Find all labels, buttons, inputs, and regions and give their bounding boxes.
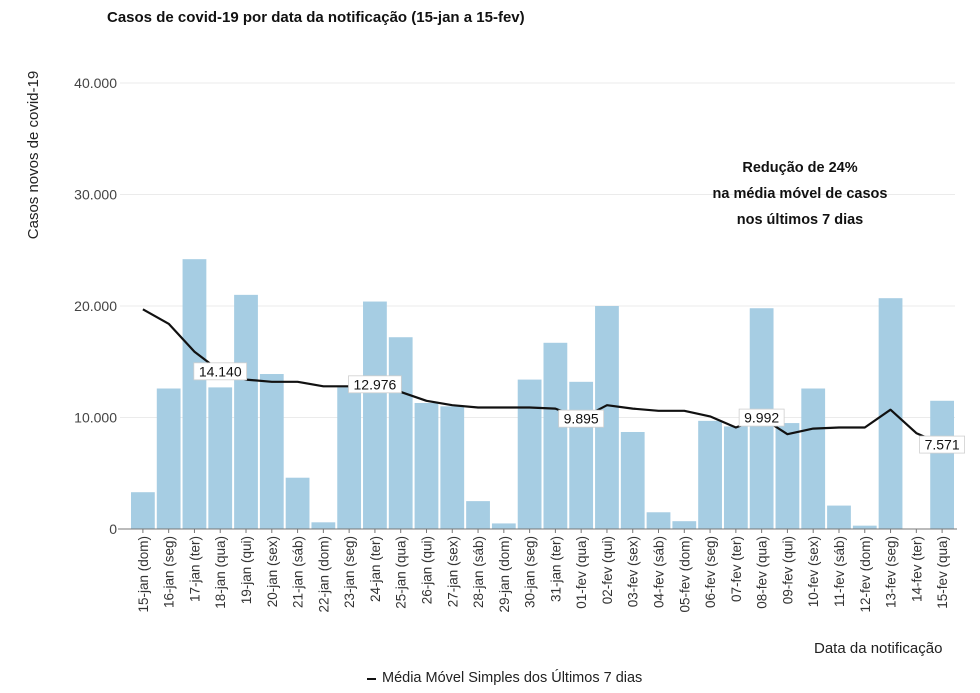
- bar: [775, 423, 800, 529]
- data-label: 9.992: [744, 410, 779, 426]
- x-tick-label: 20-jan (sex): [265, 536, 280, 607]
- bar: [234, 294, 258, 529]
- x-tick-label: 01-fev (qua): [574, 536, 589, 609]
- bar: [698, 420, 722, 529]
- data-label-box: [348, 375, 402, 394]
- x-tick-label: 29-jan (dom): [497, 536, 512, 613]
- bar: [930, 400, 954, 529]
- annotation-line-3: nos últimos 7 dias: [736, 212, 864, 228]
- moving-average-line: [142, 308, 943, 446]
- annotation-note: Redução de 24% na média móvel de casos n…: [680, 155, 920, 233]
- legend: Média Móvel Simples dos Últimos 7 dias: [367, 670, 642, 686]
- x-tick-label: 06-fev (seg): [703, 536, 718, 608]
- bar: [517, 379, 542, 529]
- x-tick-label: 31-jan (ter): [548, 536, 563, 602]
- annotation-line-2: na média móvel de casos: [712, 186, 888, 202]
- bars-layer: [131, 259, 954, 529]
- data-labels-layer: 14.140 12.976 9.895 9.992 7.571: [193, 362, 966, 454]
- x-tick-label: 11-fev (sáb): [832, 536, 847, 607]
- bar: [646, 512, 671, 529]
- annotation-line-1: Redução de 24%: [742, 160, 858, 176]
- bar: [878, 298, 903, 529]
- x-axis-label: Data da notificação: [814, 640, 943, 657]
- x-tick-label: 21-jan (sáb): [291, 536, 306, 608]
- bar: [569, 381, 594, 529]
- bar: [337, 387, 362, 529]
- x-tick-label: 05-fev (dom): [677, 536, 692, 613]
- bar: [311, 522, 336, 529]
- bar: [827, 505, 851, 529]
- x-tick-label: 22-jan (dom): [316, 536, 331, 613]
- bar: [801, 388, 826, 529]
- y-tick-label: 0: [109, 521, 117, 537]
- x-tick-label: 07-fev (ter): [729, 536, 744, 602]
- data-label-box: [919, 435, 966, 454]
- chart-title: Casos de covid-19 por data da notificaçã…: [107, 9, 525, 26]
- data-label-box: [738, 408, 785, 427]
- x-tick-label: 25-jan (qua): [394, 536, 409, 609]
- y-tick-label: 30.000: [74, 187, 117, 203]
- x-tick-label: 09-fev (qui): [780, 536, 795, 604]
- bar: [440, 406, 465, 529]
- bar: [285, 477, 310, 529]
- bar: [543, 342, 568, 529]
- bar: [466, 501, 490, 529]
- x-tick-label: 28-jan (sáb): [471, 536, 486, 608]
- x-tick-label: 03-fev (sex): [626, 536, 641, 607]
- x-tick-label: 14-fev (ter): [909, 536, 924, 602]
- y-axis-label: Casos novos de covid-19: [25, 71, 42, 239]
- data-label-box: [193, 362, 248, 381]
- y-tick-label: 20.000: [74, 298, 117, 314]
- bar: [156, 388, 181, 529]
- legend-label: Média Móvel Simples dos Últimos 7 dias: [382, 670, 643, 686]
- x-tick-label: 02-fev (qui): [600, 536, 615, 604]
- x-tick-label: 24-jan (ter): [368, 536, 383, 602]
- x-tick-label: 13-fev (seg): [884, 536, 899, 608]
- data-label-box: [558, 409, 605, 428]
- bar: [723, 426, 748, 529]
- x-tick-label: 23-jan (seg): [342, 536, 357, 608]
- x-tick-label: 16-jan (seg): [162, 536, 177, 608]
- x-tick-label: 30-jan (seg): [523, 536, 538, 608]
- x-tick-label: 18-jan (qua): [213, 536, 228, 609]
- x-tick-label: 15-fev (qua): [935, 536, 950, 609]
- bar: [620, 431, 645, 529]
- x-tick-label: 27-jan (sex): [445, 536, 460, 607]
- axis-layer: 0 10.000 20.000 30.000 40.000 15-jan (dom) 16-…: [74, 75, 957, 613]
- bar: [259, 374, 284, 529]
- x-tick-label: 08-fev (qua): [755, 536, 770, 609]
- bar: [363, 301, 387, 529]
- data-label: 9.895: [564, 411, 599, 427]
- x-tick-label: 19-jan (qui): [239, 536, 254, 604]
- bar: [414, 403, 439, 529]
- y-tick-label: 40.000: [74, 75, 117, 91]
- data-label: 12.976: [354, 376, 397, 392]
- bar: [491, 523, 516, 529]
- bar: [131, 492, 155, 529]
- x-tick-label: 10-fev (sex): [806, 536, 821, 607]
- x-tick-label: 12-fev (dom): [858, 536, 873, 613]
- x-tick-label: 26-jan (qui): [419, 536, 434, 604]
- bar: [852, 525, 877, 529]
- bar: [388, 337, 413, 529]
- x-tick-label: 15-jan (dom): [136, 536, 151, 613]
- data-label: 14.140: [199, 363, 242, 379]
- x-tick-label: 04-fev (sáb): [652, 536, 667, 608]
- legend-line-key: [367, 678, 376, 680]
- moving-average-layer: [142, 308, 943, 446]
- bar: [208, 387, 233, 529]
- bar: [672, 521, 697, 529]
- bar: [595, 306, 619, 529]
- bar: [182, 259, 207, 529]
- x-tick-label: 17-jan (ter): [187, 536, 202, 602]
- y-tick-label: 10.000: [74, 410, 117, 426]
- data-label: 7.571: [925, 437, 960, 453]
